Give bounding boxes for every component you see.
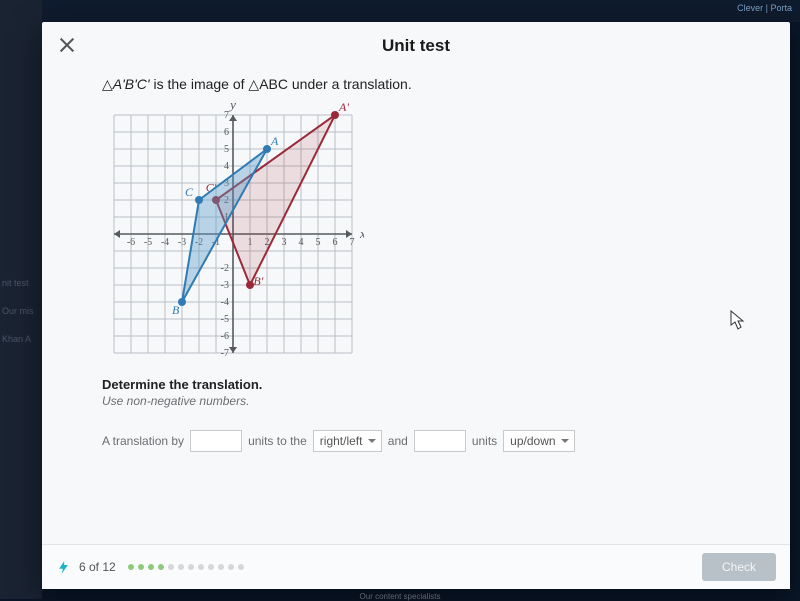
- svg-text:B': B': [253, 274, 263, 288]
- modal-footer: 6 of 12 Check: [42, 544, 790, 589]
- direction-2-select[interactable]: up/downupdown: [503, 430, 575, 452]
- direction-1-select[interactable]: right/leftrightleft: [313, 430, 382, 452]
- coordinate-grid: -6-5-4-3-2-112345671234567-2-3-4-5-6-7xy…: [102, 103, 364, 365]
- streak-icon: [56, 560, 71, 575]
- page-title: Unit test: [42, 36, 790, 56]
- modal-body: △A'B'C' is the image of △ABC under a tra…: [42, 62, 790, 544]
- svg-text:A': A': [338, 103, 349, 114]
- svg-text:C: C: [185, 185, 194, 199]
- sidebar: nit test Our mis Khan A: [0, 0, 42, 599]
- close-icon[interactable]: [56, 34, 78, 56]
- svg-text:y: y: [228, 103, 236, 112]
- svg-text:-6: -6: [221, 331, 229, 342]
- svg-text:-4: -4: [221, 297, 229, 308]
- svg-text:5: 5: [224, 144, 229, 155]
- units-label: units: [472, 434, 497, 448]
- svg-text:-6: -6: [127, 237, 135, 248]
- svg-text:7: 7: [224, 110, 229, 121]
- question-prompt: △A'B'C' is the image of △ABC under a tra…: [102, 76, 772, 93]
- and-label: and: [388, 434, 408, 448]
- svg-text:B: B: [172, 303, 180, 317]
- svg-text:6: 6: [333, 237, 338, 248]
- svg-text:3: 3: [282, 237, 287, 248]
- svg-text:-4: -4: [161, 237, 169, 248]
- translation-amount-2-input[interactable]: [414, 430, 466, 452]
- instruction: Determine the translation.: [102, 377, 772, 392]
- units-to-label: units to the: [248, 434, 307, 448]
- cursor-icon: [730, 310, 746, 335]
- footer-subtext: Our content specialists: [360, 592, 441, 601]
- svg-text:-2: -2: [221, 263, 229, 274]
- progress-label: 6 of 12: [79, 560, 116, 574]
- svg-text:6: 6: [224, 127, 229, 138]
- svg-text:A: A: [270, 134, 279, 148]
- svg-text:-7: -7: [221, 348, 229, 359]
- tab-title: Clever | Porta: [737, 3, 792, 13]
- answer-lead: A translation by: [102, 434, 184, 448]
- answer-row: A translation by units to the right/left…: [102, 430, 772, 452]
- check-button[interactable]: Check: [702, 553, 776, 581]
- svg-text:x: x: [359, 226, 364, 241]
- svg-text:7: 7: [350, 237, 355, 248]
- modal-header: Unit test: [42, 22, 790, 62]
- svg-text:5: 5: [316, 237, 321, 248]
- svg-text:-5: -5: [221, 314, 229, 325]
- sub-instruction: Use non-negative numbers.: [102, 394, 772, 408]
- svg-text:4: 4: [224, 161, 229, 172]
- svg-text:4: 4: [299, 237, 304, 248]
- svg-text:-3: -3: [178, 237, 186, 248]
- progress-dots: [128, 564, 244, 570]
- translation-amount-1-input[interactable]: [190, 430, 242, 452]
- svg-text:-3: -3: [221, 280, 229, 291]
- svg-text:-5: -5: [144, 237, 152, 248]
- unit-test-modal: Unit test △A'B'C' is the image of △ABC u…: [42, 22, 790, 589]
